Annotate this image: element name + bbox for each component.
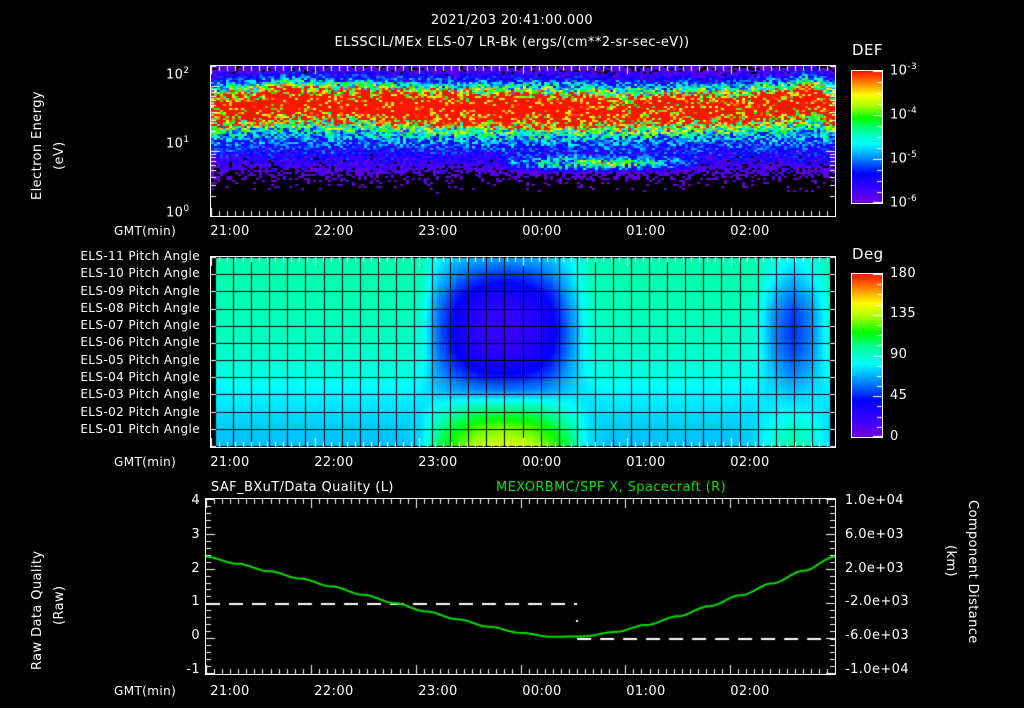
- colorbar1-tick: 10-3: [890, 62, 918, 79]
- header-timestamp: 2021/203 20:41:00.000: [430, 13, 594, 28]
- row-label: ELS-11 Pitch Angle: [80, 249, 200, 263]
- panel1-ylabel: Electron Energy: [30, 91, 45, 200]
- xtick-label: 21:00: [210, 684, 250, 699]
- ytick-left: 3: [191, 526, 200, 542]
- row-label: ELS-07 Pitch Angle: [80, 318, 200, 333]
- panel3-yunits-left-text: (Raw): [52, 585, 67, 626]
- colorbar1-tick: 10-6: [890, 194, 918, 211]
- panel2-xlabel: GMT(min): [114, 455, 177, 469]
- xtick-label: 02:00: [730, 455, 770, 470]
- panel1-ylabel-text: Electron Energy: [30, 91, 45, 200]
- ytick-right: 1.0e+04: [845, 493, 904, 508]
- ytick-left: 2: [191, 560, 200, 576]
- colorbar2: [851, 273, 883, 438]
- panel3-yunits-right-text: (km): [943, 545, 958, 577]
- panel3-yunits-left: (Raw): [52, 586, 67, 626]
- ytick-right: -6.0e+03: [845, 628, 909, 644]
- colorbar2-tick: 45: [890, 388, 908, 403]
- row-label: ELS-03 Pitch Angle: [80, 387, 200, 402]
- row-label: ELS-04 Pitch Angle: [80, 370, 200, 385]
- panel1-ytick-1: 100: [166, 204, 189, 220]
- ytick-right: 6.0e+03: [845, 526, 904, 542]
- colorbar2-tick: 90: [890, 347, 908, 362]
- panel1-plot-area[interactable]: [210, 65, 836, 217]
- colorbar2-tick: 180: [890, 266, 917, 281]
- ytick-mantissa: 10: [166, 67, 184, 83]
- colorbar1-tick: 10-5: [890, 150, 918, 167]
- panel3-plot-area[interactable]: [205, 498, 836, 675]
- panel1-yunits: (eV): [52, 141, 67, 170]
- xtick-label: 22:00: [314, 455, 354, 470]
- ytick-mantissa: 10: [166, 136, 184, 152]
- panel1-yunits-text: (eV): [52, 141, 67, 170]
- panel3-title-right: MEXORBMC/SPF X, Spacecraft (R): [496, 480, 727, 495]
- xtick-label: 23:00: [418, 684, 458, 699]
- xtick-label: 23:00: [418, 455, 458, 470]
- row-label: ELS-08 Pitch Angle: [80, 300, 200, 315]
- colorbar1-gradient: [852, 71, 882, 203]
- row-label: ELS-09 Pitch Angle: [80, 283, 200, 298]
- panel3-ylabel-right-text: Component Distance: [965, 500, 980, 644]
- panel2-plot-area[interactable]: [210, 256, 836, 448]
- xtick-label: 23:00: [418, 224, 458, 239]
- ytick-right: 2.0e+03: [845, 560, 904, 576]
- colorbar2-tick: 135: [890, 306, 917, 321]
- line-plot-canvas: [206, 499, 835, 674]
- colorbar2-title: Deg: [852, 245, 884, 263]
- xtick-label: 22:00: [314, 684, 354, 699]
- ytick-exponent: 2: [183, 66, 190, 76]
- header-dataset-line: ELSSCIL/MEx ELS-07 LR-Bk (ergs/(cm**2-sr…: [334, 35, 690, 50]
- ytick-exponent: 1: [183, 135, 190, 145]
- colorbar1: [851, 70, 883, 204]
- ytick-right: -2.0e+03: [845, 594, 909, 610]
- panel3-xticklabels: 21:00 22:00 23:00 00:00 01:00 02:00: [210, 684, 836, 700]
- panel1-ytick-100: 102: [166, 66, 189, 82]
- colorbar1-title: DEF: [852, 41, 883, 59]
- row-label: ELS-05 Pitch Angle: [80, 352, 200, 367]
- ytick-mantissa: 10: [166, 205, 184, 221]
- panel3-xlabel: GMT(min): [114, 684, 177, 698]
- row-label: ELS-02 Pitch Angle: [80, 404, 200, 419]
- panel3-title-left: SAF_BXuT/Data Quality (L): [211, 480, 394, 495]
- xtick-label: 00:00: [522, 224, 562, 239]
- ytick-left: -1: [186, 662, 200, 677]
- xtick-label: 01:00: [626, 224, 666, 239]
- spectrogram-canvas: [211, 66, 835, 216]
- panel1-xticklabels: 21:00 22:00 23:00 00:00 01:00 02:00: [210, 224, 836, 240]
- xtick-label: 21:00: [210, 224, 250, 239]
- colorbar2-tick: 0: [890, 429, 899, 444]
- ytick-exponent: 0: [183, 204, 190, 214]
- ytick-left: 0: [191, 628, 200, 644]
- xtick-label: 21:00: [210, 455, 250, 470]
- xtick-label: 01:00: [626, 455, 666, 470]
- colorbar1-tick: 10-4: [890, 106, 918, 123]
- panel2-xticklabels: 21:00 22:00 23:00 00:00 01:00 02:00: [210, 455, 836, 471]
- ytick-left: 4: [191, 493, 200, 508]
- row-label: ELS-06 Pitch Angle: [80, 335, 200, 350]
- panel3-ylabel-left: Raw Data Quality: [30, 550, 45, 670]
- colorbar2-gradient: [852, 274, 882, 437]
- xtick-label: 02:00: [730, 224, 770, 239]
- ytick-left: 1: [191, 594, 200, 610]
- row-label: ELS-01 Pitch Angle: [80, 421, 200, 436]
- xtick-label: 00:00: [522, 684, 562, 699]
- panel3-yunits-right: (km): [943, 545, 958, 577]
- pitch-angle-canvas: [211, 257, 835, 447]
- xtick-label: 22:00: [314, 224, 354, 239]
- ytick-right: -1.0e+04: [845, 662, 909, 677]
- panel3-ylabel-right: Component Distance: [965, 500, 980, 644]
- xtick-label: 02:00: [730, 684, 770, 699]
- panel3-ylabel-left-text: Raw Data Quality: [30, 550, 45, 670]
- panel2-row-labels: ELS-11 Pitch Angle ELS-10 Pitch Angle EL…: [0, 248, 200, 438]
- xtick-label: 01:00: [626, 684, 666, 699]
- panel1-ytick-10: 101: [166, 135, 189, 151]
- panel1-xlabel: GMT(min): [114, 224, 177, 238]
- row-label: ELS-10 Pitch Angle: [80, 266, 200, 281]
- xtick-label: 00:00: [522, 455, 562, 470]
